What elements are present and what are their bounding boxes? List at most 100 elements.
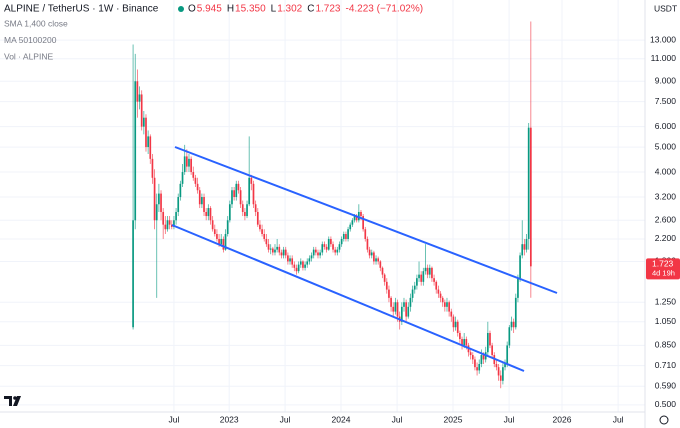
candle-body	[428, 267, 431, 275]
y-tick-label: 13.000	[650, 34, 676, 44]
candle-body	[441, 297, 444, 303]
candle-body	[327, 238, 330, 250]
candle-body	[205, 211, 208, 217]
candle-body	[407, 306, 410, 317]
y-tick-label: 2.600	[655, 215, 677, 225]
x-tick-label: Jul	[392, 414, 403, 424]
candle-body	[183, 156, 186, 173]
candle-body	[486, 332, 489, 353]
y-tick-label: 5.000	[655, 141, 677, 151]
candle-body	[237, 183, 240, 191]
candle-body	[396, 302, 399, 317]
candle-body	[224, 233, 227, 250]
candle-body	[514, 297, 517, 328]
candle-body	[259, 224, 261, 230]
candle-body	[198, 190, 201, 205]
candle-body	[244, 211, 246, 217]
x-tick-label: 2024	[332, 414, 351, 424]
ohlc-value: 1.723	[315, 4, 340, 15]
candle-body	[173, 220, 175, 227]
candle-body	[362, 216, 364, 230]
candle-body	[510, 321, 513, 328]
candle-body	[379, 261, 382, 268]
candle-body	[332, 244, 334, 250]
x-tick-label: Jul	[168, 414, 179, 424]
candle-body	[239, 190, 242, 205]
candle-body	[274, 249, 276, 253]
candle-body	[330, 238, 332, 245]
candle-body	[349, 224, 352, 230]
candle-body	[392, 306, 395, 312]
candle-body	[523, 244, 526, 250]
candle-body	[293, 264, 296, 268]
candle-body	[521, 244, 524, 256]
candle-body	[203, 197, 205, 212]
y-tick-label: 1.050	[655, 316, 677, 326]
candle-body	[226, 220, 229, 234]
candle-body	[317, 252, 319, 256]
candle-body	[489, 332, 491, 346]
candle-body	[304, 264, 306, 268]
y-tick-label: 11.000	[651, 53, 677, 63]
x-tick-label: 2025	[444, 414, 463, 424]
candle-body	[323, 244, 326, 247]
candle-body	[314, 249, 317, 253]
candle-body	[383, 274, 386, 282]
candle-body	[140, 94, 143, 127]
candle-body	[231, 190, 233, 205]
candle-body	[302, 261, 304, 268]
candle-body	[433, 278, 435, 282]
candle-body	[527, 127, 530, 239]
x-tick-label: 2026	[553, 414, 572, 424]
candle-body	[185, 156, 188, 167]
candle-body	[443, 302, 446, 307]
candle-body	[377, 258, 380, 262]
candle-body	[355, 216, 358, 221]
y-tick-label: 4.000	[655, 166, 677, 176]
ohlc-value: 1.302	[277, 4, 302, 15]
symbol: ALPINE / TetherUS · 1W · Binance	[4, 4, 159, 15]
candle-body	[448, 302, 450, 312]
candle-body	[504, 364, 506, 368]
trend-line	[174, 146, 558, 294]
y-tick-label: 0.590	[655, 381, 677, 391]
candle-body	[291, 258, 294, 265]
x-tick-label: Jul	[280, 414, 291, 424]
candle-body	[261, 229, 263, 234]
candle-body	[196, 183, 199, 191]
candle-body	[218, 238, 220, 245]
candle-body	[280, 252, 283, 256]
y-tick-label: 0.500	[655, 399, 677, 409]
logo-shape	[4, 396, 21, 406]
candle-body	[482, 355, 485, 360]
candle-body	[310, 255, 313, 259]
candle-body	[437, 289, 440, 294]
candle-body	[151, 158, 154, 178]
candle-body	[282, 249, 285, 256]
candle-body	[246, 204, 248, 217]
candle-body	[220, 238, 223, 245]
settings-icon[interactable]	[659, 415, 669, 425]
candle-body	[147, 136, 149, 148]
candle-body	[416, 278, 418, 286]
candle-body	[502, 367, 504, 381]
candle-body	[517, 278, 519, 298]
candle-body	[452, 316, 455, 328]
candle-body	[465, 339, 468, 346]
candle-body	[338, 244, 341, 250]
candle-body	[385, 281, 388, 290]
candle-body	[364, 229, 367, 239]
candle-body	[388, 289, 390, 298]
candle-body	[347, 229, 349, 239]
candle-body	[308, 258, 311, 262]
candle-body	[228, 204, 231, 221]
last-price-label: 1.723	[652, 259, 674, 269]
candle-body	[164, 224, 167, 230]
candle-body	[497, 367, 500, 376]
y-tick-label: 7.500	[655, 96, 677, 106]
candle-body	[201, 197, 203, 205]
candle-body	[476, 367, 478, 371]
candle-body	[508, 327, 511, 346]
